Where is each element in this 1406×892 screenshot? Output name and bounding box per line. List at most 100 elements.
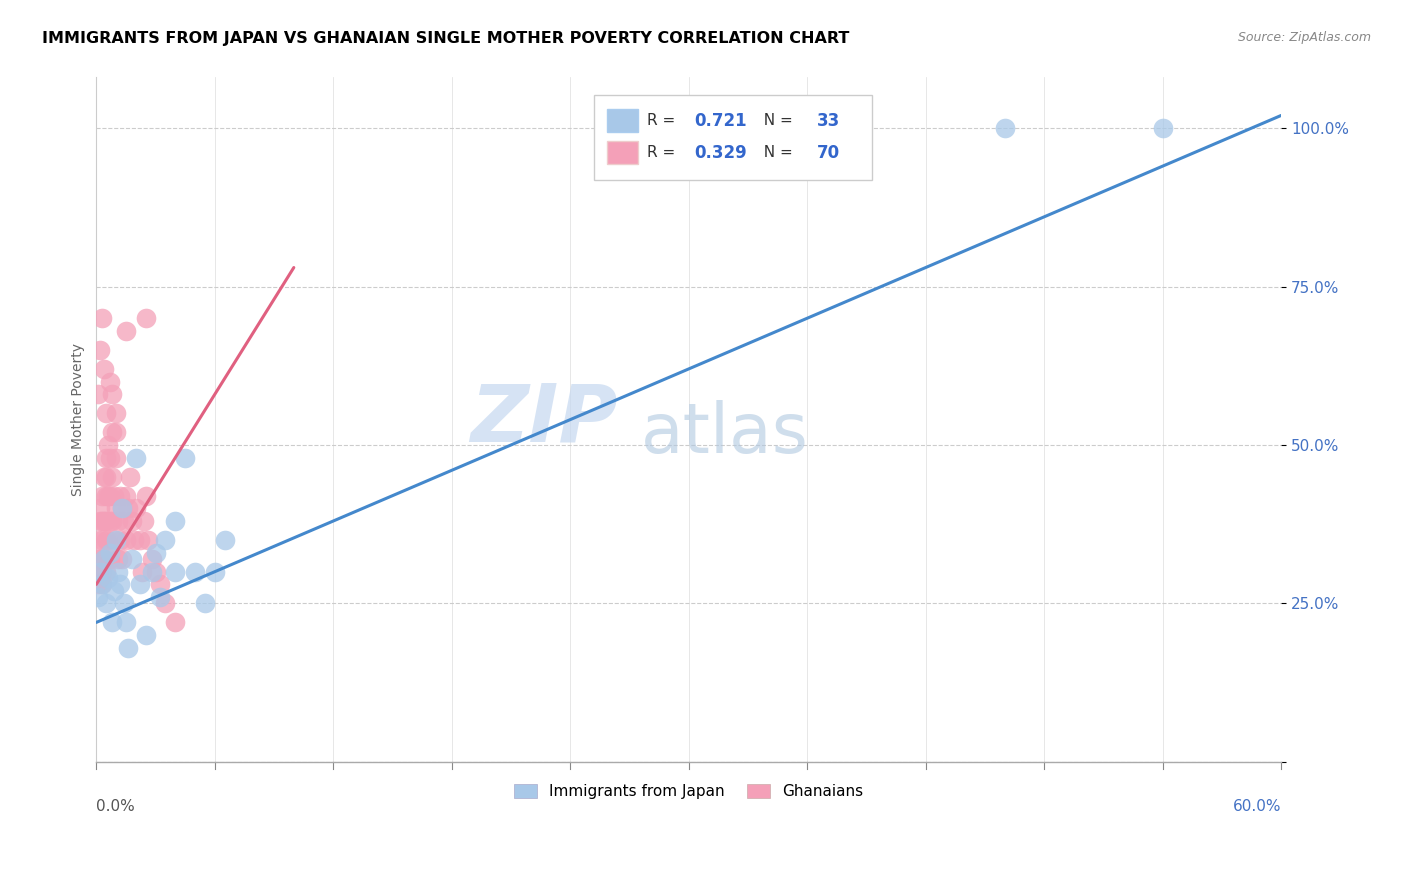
Point <box>105 533 128 547</box>
Point <box>165 565 187 579</box>
Point <box>125 501 148 516</box>
Point <box>93 552 115 566</box>
Point <box>132 514 155 528</box>
Point <box>93 552 115 566</box>
Point <box>87 590 110 604</box>
Point <box>96 596 118 610</box>
Point <box>174 450 197 465</box>
Point <box>87 533 110 547</box>
Text: 0.721: 0.721 <box>695 112 747 129</box>
Point <box>91 565 114 579</box>
Point <box>115 489 138 503</box>
Point <box>136 533 159 547</box>
Text: 0.0%: 0.0% <box>97 799 135 814</box>
Point <box>98 489 121 503</box>
Point <box>125 450 148 465</box>
Point <box>131 565 153 579</box>
Point <box>96 533 118 547</box>
Point <box>135 489 157 503</box>
FancyBboxPatch shape <box>593 95 872 180</box>
Point <box>141 552 163 566</box>
Point <box>121 514 143 528</box>
Point <box>98 450 121 465</box>
Point <box>108 533 131 547</box>
Point <box>89 501 111 516</box>
Point <box>204 565 226 579</box>
Point <box>103 533 125 547</box>
Point <box>155 596 177 610</box>
Point <box>155 533 177 547</box>
Point <box>107 552 129 566</box>
Point <box>93 362 115 376</box>
Point <box>107 565 129 579</box>
Point <box>128 577 150 591</box>
Point <box>91 514 114 528</box>
Point <box>117 501 139 516</box>
Point <box>148 590 170 604</box>
Point <box>101 387 124 401</box>
Point <box>118 469 141 483</box>
Point <box>148 577 170 591</box>
Point <box>97 438 120 452</box>
Point <box>96 565 118 579</box>
Point <box>91 577 114 591</box>
Point <box>108 577 131 591</box>
Text: R =: R = <box>647 145 681 161</box>
Text: ZIP: ZIP <box>470 381 617 458</box>
Point <box>112 596 135 610</box>
Point <box>101 425 124 440</box>
Point <box>87 387 110 401</box>
Point <box>103 583 125 598</box>
Point <box>98 375 121 389</box>
Point <box>105 406 128 420</box>
Point <box>135 311 157 326</box>
Text: Source: ZipAtlas.com: Source: ZipAtlas.com <box>1237 31 1371 45</box>
Point <box>97 571 120 585</box>
Point <box>98 514 121 528</box>
Point <box>194 596 217 610</box>
Point <box>97 489 120 503</box>
FancyBboxPatch shape <box>607 109 638 132</box>
Point <box>89 571 111 585</box>
Point <box>128 533 150 547</box>
Point <box>115 615 138 630</box>
Point <box>107 514 129 528</box>
Point <box>111 501 134 516</box>
Point <box>96 450 118 465</box>
Point <box>145 565 167 579</box>
Point <box>101 514 124 528</box>
Text: 60.0%: 60.0% <box>1233 799 1281 814</box>
Point <box>135 628 157 642</box>
Point <box>87 577 110 591</box>
Point <box>165 615 187 630</box>
Point <box>141 565 163 579</box>
Point <box>101 469 124 483</box>
Point <box>96 514 118 528</box>
Point <box>105 450 128 465</box>
Point <box>89 552 111 566</box>
Point <box>89 514 111 528</box>
Point <box>184 565 207 579</box>
Point <box>122 533 145 547</box>
Point <box>103 489 125 503</box>
Text: 0.329: 0.329 <box>695 144 748 161</box>
Point <box>1152 121 1174 136</box>
Point <box>111 552 134 566</box>
Point <box>97 533 120 547</box>
Point <box>994 121 1017 136</box>
Point <box>115 533 138 547</box>
Point <box>98 546 121 560</box>
Point <box>111 501 134 516</box>
Text: IMMIGRANTS FROM JAPAN VS GHANAIAN SINGLE MOTHER POVERTY CORRELATION CHART: IMMIGRANTS FROM JAPAN VS GHANAIAN SINGLE… <box>42 31 849 46</box>
Point <box>96 489 118 503</box>
Text: 33: 33 <box>817 112 839 129</box>
Point <box>93 469 115 483</box>
Point <box>91 489 114 503</box>
Point <box>115 324 138 338</box>
Text: R =: R = <box>647 113 681 128</box>
Point <box>96 469 118 483</box>
Point <box>89 343 111 357</box>
Text: N =: N = <box>754 145 797 161</box>
Point <box>89 565 111 579</box>
Point <box>145 546 167 560</box>
